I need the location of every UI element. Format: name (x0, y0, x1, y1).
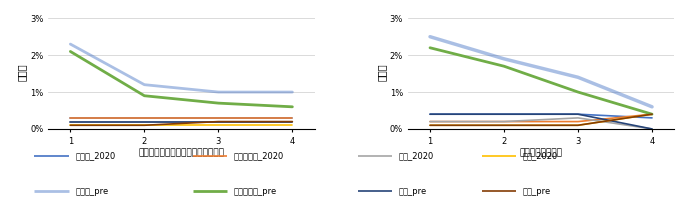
Text: 倒産_pre: 倒産_pre (399, 187, 427, 196)
Text: 自主的退出_pre: 自主的退出_pre (234, 187, 277, 196)
X-axis label: 労働生産性（従業員あたり売上高）: 労働生産性（従業員あたり売上高） (138, 148, 224, 157)
Text: 自主的退出_2020: 自主的退出_2020 (234, 151, 284, 161)
Text: 全退出_pre: 全退出_pre (76, 187, 109, 196)
Y-axis label: 退出率: 退出率 (17, 63, 27, 80)
Text: 合併_2020: 合併_2020 (523, 151, 558, 161)
Y-axis label: 退出率: 退出率 (377, 63, 387, 80)
Text: 全退出_2020: 全退出_2020 (76, 151, 116, 161)
X-axis label: 健全性（スコア）: 健全性（スコア） (519, 148, 563, 157)
Text: 合併_pre: 合併_pre (523, 187, 551, 196)
Text: 倒産_2020: 倒産_2020 (399, 151, 434, 161)
